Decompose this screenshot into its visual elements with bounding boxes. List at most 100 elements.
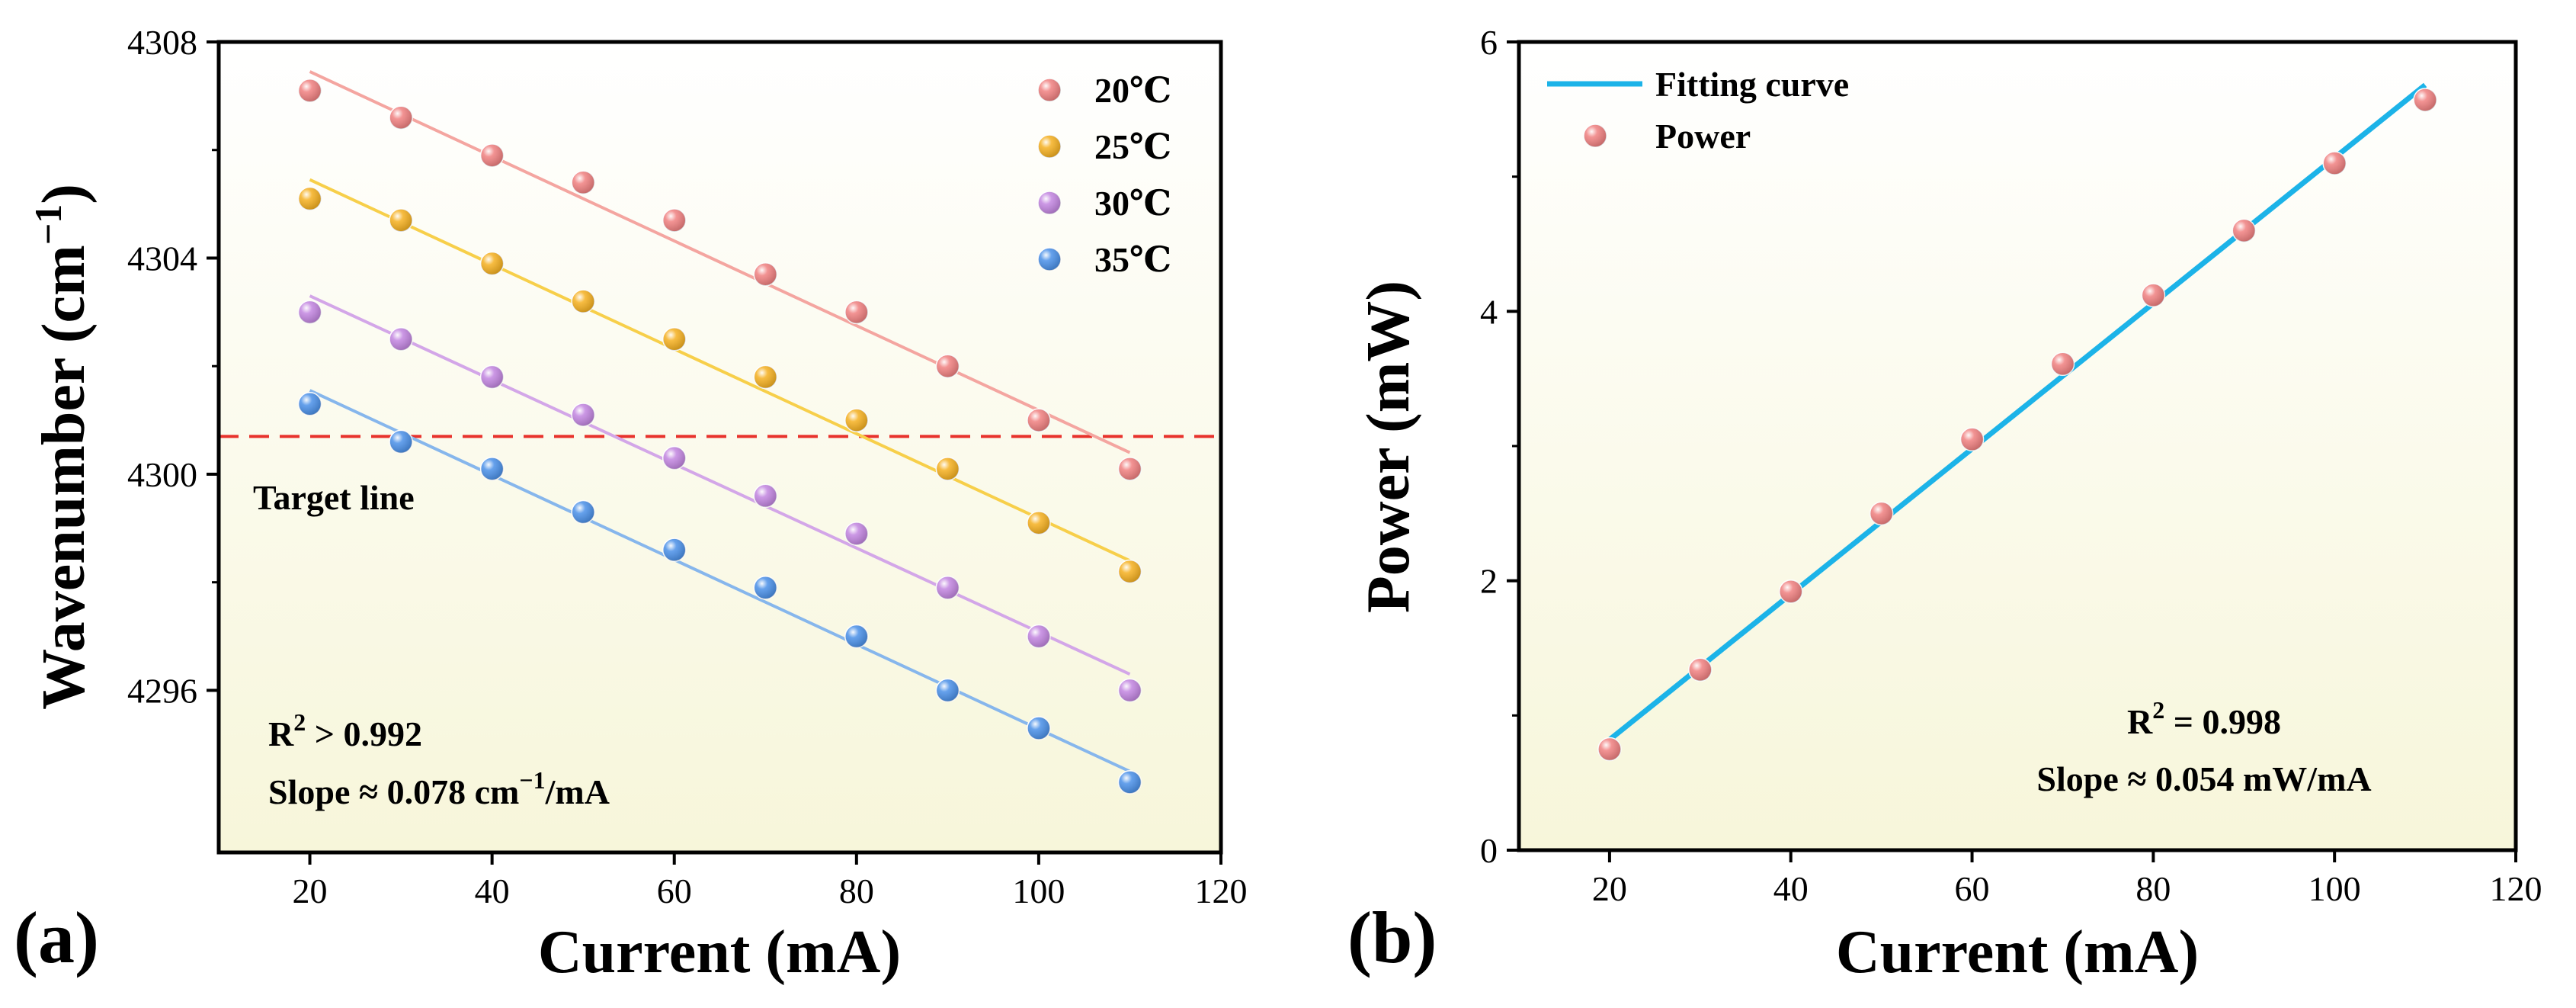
y-axis-title-b: Power (mW) — [1355, 281, 1422, 613]
data-point — [1027, 716, 1051, 740]
panel-a: 20 40 60 80 100 120 4296 4300 4304 4308 20℃ 25℃ 30℃… — [14, 23, 1248, 986]
slope-annotation-a: Slope ≈ 0.078 cm−1/mA — [268, 766, 610, 811]
legend-label: 35℃ — [1094, 240, 1171, 279]
data-point — [297, 186, 322, 211]
data-point — [2232, 218, 2257, 243]
data-point — [1117, 678, 1142, 703]
data-point — [662, 445, 687, 470]
data-point — [479, 457, 505, 481]
data-point — [753, 364, 778, 390]
data-point — [1778, 579, 1803, 604]
data-point — [1027, 510, 1051, 535]
panel-label-a: (a) — [14, 897, 99, 978]
y-tick-label: 4304 — [127, 239, 197, 278]
legend-b: Fitting curve Power — [1547, 65, 1849, 156]
y-tick-label: 4296 — [127, 671, 197, 710]
x-tick-label: 120 — [1195, 872, 1248, 910]
data-point — [844, 408, 869, 432]
data-point — [753, 483, 778, 509]
legend-label: 25℃ — [1094, 127, 1171, 166]
x-tick-label: 80 — [839, 872, 874, 910]
plot-frame-a — [216, 40, 1223, 855]
y-axis-title-a: Wavenumber (cm−1) — [27, 184, 98, 710]
legend-marker — [1037, 191, 1062, 215]
data-point — [297, 300, 322, 325]
data-point — [1117, 770, 1142, 795]
y-tick-label: 2 — [1480, 562, 1498, 601]
data-points-b — [1597, 88, 2437, 762]
data-point — [1869, 501, 1894, 526]
r2-annotation-b: R2 = 0.998 — [2127, 696, 2281, 741]
y-tick-label: 4 — [1480, 292, 1498, 331]
legend-label: 20℃ — [1094, 71, 1171, 110]
data-point — [935, 457, 960, 481]
data-point — [1117, 457, 1142, 481]
y-tick-label: 6 — [1480, 23, 1498, 62]
x-tick-label: 120 — [2490, 869, 2542, 908]
data-point — [389, 208, 413, 233]
fit-line-series-2 — [309, 294, 1131, 676]
legend-marker — [1037, 247, 1062, 271]
legend-label: Fitting curve — [1655, 65, 1849, 104]
data-point — [2050, 352, 2075, 376]
panel-b: 20 40 60 80 100 120 0 2 4 6 Fitting curve Power R2… — [1347, 23, 2542, 986]
x-tick-label: 60 — [657, 872, 692, 910]
data-point — [389, 327, 413, 352]
y-tick-label: 4308 — [127, 23, 197, 62]
fit-lines-a — [309, 70, 1131, 773]
x-tick-label: 100 — [2308, 869, 2361, 908]
data-point — [389, 429, 413, 454]
target-line-label: Target line — [253, 478, 415, 517]
y-tick-label: 0 — [1480, 831, 1498, 870]
fit-line-series-1 — [309, 178, 1131, 563]
x-tick-label: 60 — [1955, 869, 1990, 908]
data-point — [662, 327, 687, 352]
fit-line-series-3 — [309, 389, 1131, 773]
data-point — [844, 624, 869, 649]
data-point — [479, 364, 505, 390]
data-point — [844, 522, 869, 546]
slope-annotation-b: Slope ≈ 0.054 mW/mA — [2036, 759, 2371, 798]
fit-line-series-0 — [309, 70, 1131, 454]
data-point — [1688, 657, 1713, 682]
plot-area-a — [219, 42, 1221, 852]
data-point — [1027, 408, 1051, 432]
y-tick-label: 4300 — [127, 455, 197, 494]
x-tick-label: 20 — [293, 872, 328, 910]
panel-label-b: (b) — [1347, 897, 1437, 978]
data-point — [479, 251, 505, 276]
legend-marker — [1037, 78, 1062, 102]
data-point — [2322, 151, 2347, 175]
data-point — [662, 538, 687, 562]
axis-ticks-b: 20 40 60 80 100 120 0 2 4 6 — [1480, 23, 2542, 908]
data-points-a — [297, 79, 1142, 795]
data-point — [1027, 624, 1051, 649]
data-point — [571, 289, 595, 313]
r2-annotation-a: R2 > 0.992 — [268, 708, 422, 753]
x-axis-title-b: Current (mA) — [1836, 919, 2199, 986]
x-tick-label: 20 — [1592, 869, 1627, 908]
legend-marker — [1037, 134, 1062, 159]
data-point — [844, 300, 869, 325]
plot-area-b — [1519, 42, 2516, 850]
x-axis-title-a: Current (mA) — [538, 919, 901, 986]
data-point — [297, 79, 322, 103]
data-point — [1117, 559, 1142, 584]
data-point — [662, 208, 687, 233]
data-point — [753, 262, 778, 287]
data-point — [935, 576, 960, 600]
data-point — [479, 143, 505, 168]
data-point — [2141, 283, 2166, 307]
data-point — [753, 576, 778, 600]
data-point — [571, 170, 595, 195]
x-tick-label: 40 — [475, 872, 510, 910]
x-tick-label: 40 — [1773, 869, 1809, 908]
x-tick-label: 100 — [1012, 872, 1065, 910]
data-point — [571, 499, 595, 525]
legend-a: 20℃ 25℃ 30℃ 35℃ — [1037, 71, 1171, 279]
data-point — [935, 354, 960, 378]
fitting-curve — [1607, 82, 2427, 742]
data-point — [1959, 427, 1985, 451]
legend-label: Power — [1655, 117, 1751, 156]
